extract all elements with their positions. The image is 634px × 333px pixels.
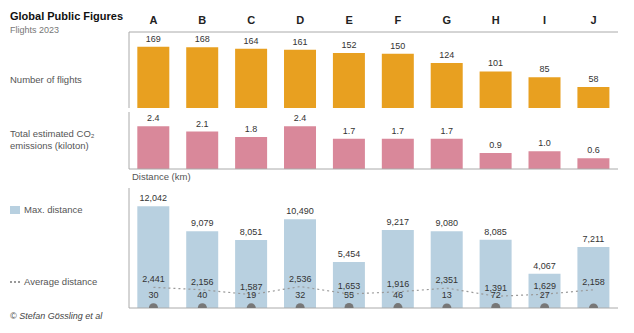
svg-text:169: 169	[146, 34, 161, 44]
svg-text:2,156: 2,156	[191, 277, 214, 287]
svg-text:1,391: 1,391	[484, 283, 507, 294]
svg-text:F: F	[395, 14, 402, 26]
svg-text:58: 58	[588, 74, 598, 84]
svg-text:1.8: 1.8	[245, 124, 258, 134]
html-text:© Stefan Gössling et al: © Stefan Gössling et al	[10, 311, 103, 321]
svg-text:2,441: 2,441	[142, 274, 165, 284]
svg-text:46: 46	[393, 290, 403, 300]
svg-text:13: 13	[442, 290, 452, 300]
svg-text:1,916: 1,916	[387, 279, 410, 289]
svg-text:5,454: 5,454	[338, 249, 361, 259]
svg-text:I: I	[543, 14, 546, 26]
svg-text:168: 168	[195, 34, 210, 44]
svg-text:19: 19	[246, 290, 256, 300]
html-text:Max. distance: Max. distance	[24, 204, 83, 215]
svg-text:0.9: 0.9	[489, 140, 502, 150]
svg-text:J: J	[590, 14, 596, 26]
html-text:Flights 2023: Flights 2023	[10, 25, 59, 35]
svg-text:32: 32	[295, 290, 305, 300]
svg-text:2,158: 2,158	[582, 277, 605, 287]
svg-text:1.7: 1.7	[343, 126, 356, 136]
svg-text:1,653: 1,653	[337, 281, 361, 291]
svg-text:C: C	[247, 14, 255, 26]
svg-text:27: 27	[540, 290, 550, 300]
svg-text:2.4: 2.4	[294, 113, 307, 123]
svg-text:H: H	[492, 14, 500, 26]
svg-text:9,080: 9,080	[435, 218, 458, 228]
svg-text:101: 101	[488, 58, 503, 68]
svg-text:164: 164	[244, 36, 259, 46]
svg-text:A: A	[149, 14, 157, 26]
svg-text:161: 161	[292, 37, 307, 47]
svg-text:8,051: 8,051	[240, 227, 263, 237]
svg-text:0.6: 0.6	[587, 145, 600, 155]
svg-text:1.7: 1.7	[392, 126, 405, 136]
svg-text:10,490: 10,490	[286, 206, 314, 216]
svg-text:9,217: 9,217	[387, 217, 410, 227]
svg-text:1.0: 1.0	[538, 138, 551, 148]
svg-text:30: 30	[148, 290, 158, 300]
svg-text:85: 85	[540, 64, 550, 74]
svg-text:1.7: 1.7	[440, 126, 453, 136]
svg-text:2.4: 2.4	[147, 113, 160, 123]
svg-text:124: 124	[439, 50, 454, 60]
html-text:Number of flights: Number of flights	[10, 74, 82, 85]
svg-text:8,085: 8,085	[484, 227, 507, 237]
svg-text:72: 72	[491, 290, 501, 300]
svg-text:2.1: 2.1	[196, 119, 209, 129]
svg-text:2,351: 2,351	[436, 275, 459, 285]
svg-text:B: B	[198, 14, 206, 26]
svg-text:E: E	[345, 14, 352, 26]
svg-text:12,042: 12,042	[140, 193, 168, 203]
svg-text:40: 40	[197, 290, 207, 300]
svg-text:4,067: 4,067	[533, 261, 556, 271]
html-text:Total estimated CO₂ emissions: Total estimated CO₂ emissions (kiloton)	[10, 128, 95, 151]
html-text:Distance (km): Distance (km)	[132, 171, 191, 182]
html-text:Global Public Figures: Global Public Figures	[10, 10, 124, 22]
svg-text:D: D	[296, 14, 304, 26]
svg-text:7,211: 7,211	[582, 234, 604, 244]
svg-text:152: 152	[341, 40, 356, 50]
svg-text:G: G	[443, 14, 452, 26]
html-text:Average distance: Average distance	[24, 276, 98, 287]
svg-text:55: 55	[344, 290, 354, 300]
svg-text:9,079: 9,079	[191, 218, 214, 228]
svg-text:1,629: 1,629	[533, 281, 556, 292]
svg-text:2,536: 2,536	[289, 274, 312, 284]
svg-text:150: 150	[390, 41, 405, 51]
svg-text:1,587: 1,587	[240, 281, 263, 292]
